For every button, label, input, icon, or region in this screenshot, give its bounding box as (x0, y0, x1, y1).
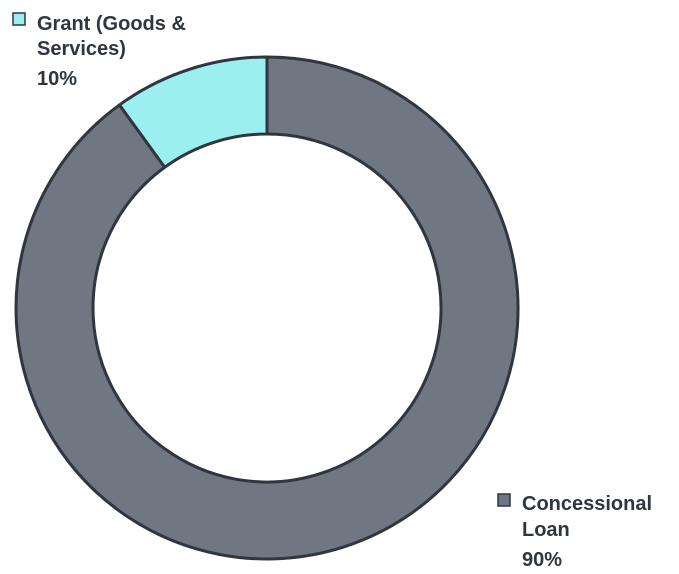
legend-marker-concessional-loan (497, 493, 511, 507)
label-loan-value: 90% (522, 549, 562, 571)
label-grant-line-1: Grant (Goods & (37, 13, 186, 35)
slice-concessional-loan (14, 55, 520, 561)
label-loan-line-1: Concessional (522, 493, 652, 515)
label-grant-value: 10% (37, 68, 77, 90)
donut-slices (14, 55, 520, 561)
legend-marker-grant (12, 12, 26, 26)
data-label-concessional-loan: Concessional Loan 90% (497, 493, 652, 571)
label-loan-line-2: Loan (522, 519, 570, 541)
label-grant-line-2: Services) (37, 38, 126, 60)
slice-grant (117, 55, 269, 169)
data-label-grant: Grant (Goods & Services) 10% (12, 12, 186, 90)
